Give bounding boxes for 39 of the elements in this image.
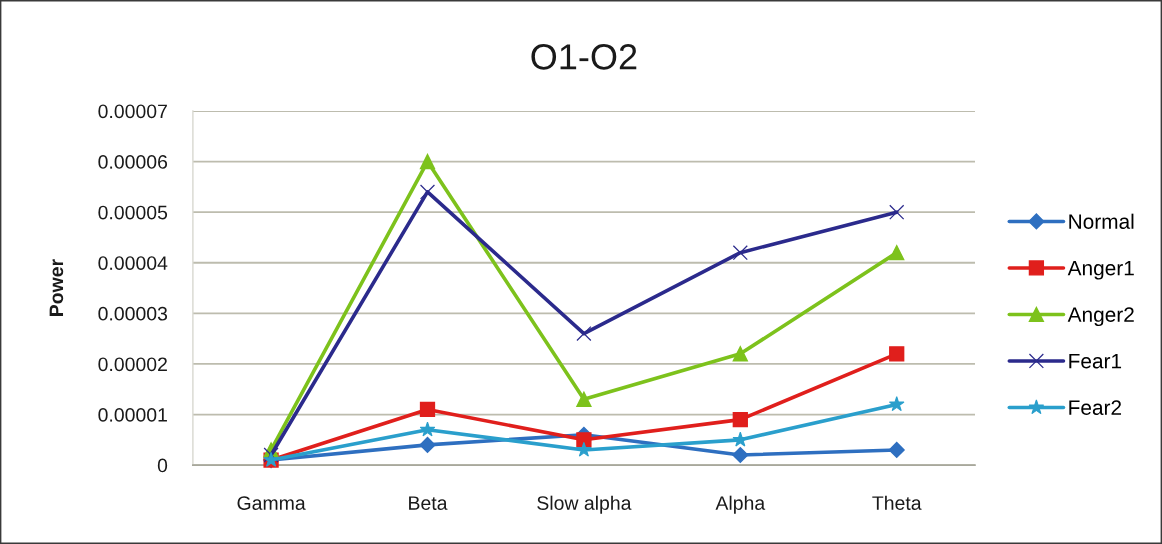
point [576,441,592,457]
point [419,153,436,170]
y-tick-label: 0.00004 [98,256,168,270]
y-tick-label: 0.00003 [98,306,168,321]
point [888,441,905,459]
y-tick-label: 0.00001 [98,408,167,422]
y-tick-label: 0 [157,458,168,473]
point [889,244,905,261]
legend-label: Anger2 [1067,307,1134,327]
y-tick-label: 0.00005 [98,205,168,220]
x-tick-label: Theta [872,495,922,510]
y-axis-title: Power [49,259,64,316]
point [732,346,748,362]
point [576,432,592,448]
point [732,446,749,464]
x-tick-label: Slow alpha [537,495,632,514]
x-tick-label: Gamma [237,496,306,510]
point [889,346,905,362]
x-tick-label: Alpha [715,495,766,514]
point [732,245,748,261]
legend-label: Fear1 [1069,353,1122,369]
point [732,411,748,428]
point [419,436,436,453]
point [419,184,436,200]
point [576,326,592,342]
legend-label: Normal [1069,213,1134,229]
point [576,391,592,407]
y-tick-label: 0.00007 [98,104,167,119]
legend-label: Fear2 [1069,400,1122,415]
point [888,396,905,412]
y-tick-label: 0.00002 [98,357,167,372]
y-tick-label: 0.00006 [98,155,168,169]
point [419,421,436,437]
point [263,447,279,463]
point [889,204,905,220]
x-tick-label: Beta [409,496,448,510]
legend-label: Anger1 [1067,260,1134,280]
chart-title: O1-O2 [531,44,637,70]
point [419,401,436,418]
